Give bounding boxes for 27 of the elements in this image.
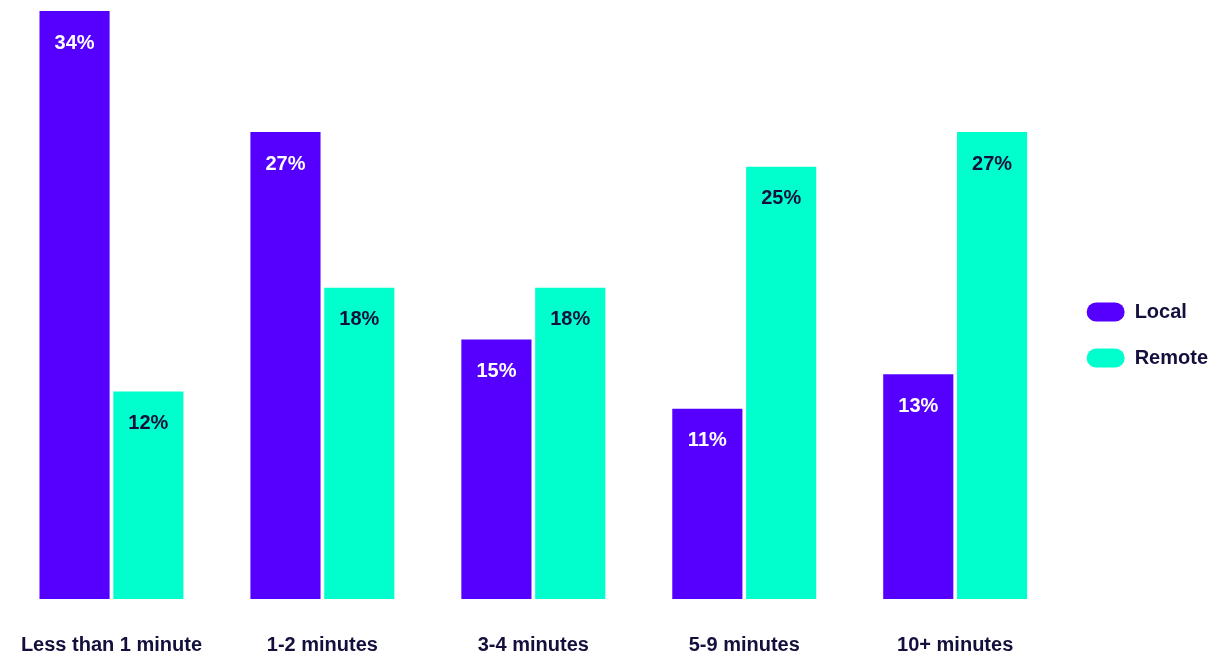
bar — [746, 166, 817, 599]
data-label: 27% — [972, 151, 1013, 174]
data-label: 11% — [687, 428, 728, 451]
legend-label: Local — [1134, 299, 1187, 322]
data-label: 27% — [265, 151, 306, 174]
bar — [883, 374, 954, 599]
data-label: 18% — [550, 307, 591, 330]
legend-label: Remote — [1134, 345, 1209, 368]
data-label: 15% — [476, 359, 517, 382]
x-tick-label: 10+ minutes — [897, 632, 1014, 655]
data-label: 25% — [761, 186, 802, 209]
bar — [957, 132, 1028, 599]
bar — [250, 132, 321, 599]
bar — [461, 339, 532, 599]
data-label: 34% — [54, 30, 95, 53]
x-tick-label: 3-4 minutes — [477, 632, 589, 655]
bar — [113, 391, 184, 599]
data-label: 13% — [898, 393, 939, 416]
data-label: 12% — [128, 410, 169, 433]
bar — [535, 287, 606, 599]
x-tick-label: Less than 1 minute — [20, 632, 203, 655]
bar — [672, 408, 743, 599]
x-tick-label: 5-9 minutes — [688, 632, 800, 655]
bar — [324, 287, 395, 599]
x-tick-label: 1-2 minutes — [266, 632, 378, 655]
bar — [39, 11, 110, 599]
data-label: 18% — [339, 307, 380, 330]
